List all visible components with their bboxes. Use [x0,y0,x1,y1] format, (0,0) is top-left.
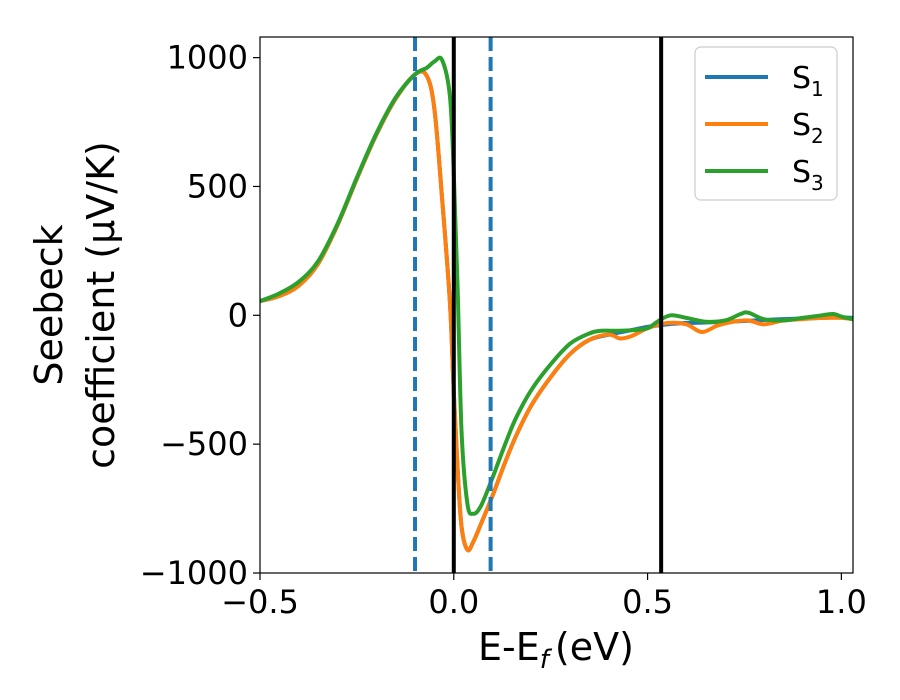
x-tick-label: 1.0 [816,583,867,621]
vline-layer [413,37,664,573]
x-tick-label: −0.5 [221,583,299,621]
legend-label-s1: S1 [792,61,824,101]
x-axis-label: E-Ef (eV) [478,625,634,675]
series-line-s3 [260,55,853,516]
x-tick-label: 0.5 [622,583,673,621]
y-axis-label-line1: Seebeck [27,224,71,385]
x-axis-label-main: E-E [478,625,540,669]
y-axis-label-line2: coefficient (μV/K) [79,141,123,469]
series-layer [260,55,853,553]
y-ticks: −1000 −500 0 500 1000 [140,39,260,592]
x-axis-label-sub: f [540,645,553,675]
y-tick-label: −1000 [140,554,248,592]
plot-frame [259,36,854,574]
x-axis-label-unit: (eV) [555,625,634,669]
x-tick-label: 0.0 [428,583,479,621]
y-tick-label: 1000 [167,39,248,77]
legend-label-s3: S3 [792,155,824,195]
legend: S1 S2 S3 [694,46,838,201]
y-tick-label: 500 [187,167,248,205]
x-ticks: −0.5 0.0 0.5 1.0 [221,573,867,621]
legend-label-s2: S2 [792,108,824,148]
y-tick-label: 0 [228,296,248,334]
y-tick-label: −500 [160,425,248,463]
